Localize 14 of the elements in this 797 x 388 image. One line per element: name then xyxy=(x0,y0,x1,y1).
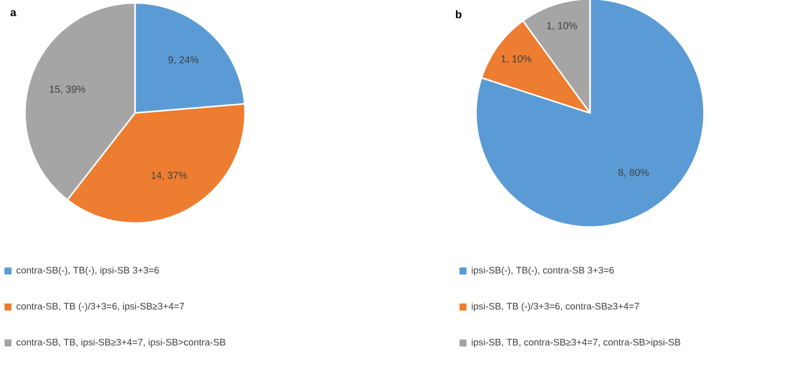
data-label: 1, 10% xyxy=(547,22,577,30)
data-label: 8, 80% xyxy=(618,168,649,178)
legend-label: ipsi-SB(-), TB(-), contra-SB 3+3=6 xyxy=(472,266,614,276)
legend-label: ipsi-SB, TB (-)/3+3=6, contra-SB≥3+4=7 xyxy=(472,302,639,312)
data-label: 14, 37% xyxy=(152,172,187,180)
legend-label: contra-SB, TB (-)/3+3=6, ipsi-SB≥3+4=7 xyxy=(16,302,184,312)
data-label: 15, 39% xyxy=(50,86,86,94)
legend-label: ipsi-SB, TB, contra-SB≥3+4=7, contra-SB>ipsi-SB xyxy=(472,338,680,348)
legend-label: contra-SB(-), TB(-), ipsi-SB 3+3=6 xyxy=(16,266,159,276)
data-label: 9, 24% xyxy=(168,56,199,65)
text: b xyxy=(456,10,462,18)
data-label: 1, 10% xyxy=(501,55,532,64)
chart-title: a xyxy=(10,10,16,16)
legend-label: contra-SB, TB, ipsi-SB≥3+4=7, ipsi-SB>contra-SB xyxy=(16,338,226,348)
